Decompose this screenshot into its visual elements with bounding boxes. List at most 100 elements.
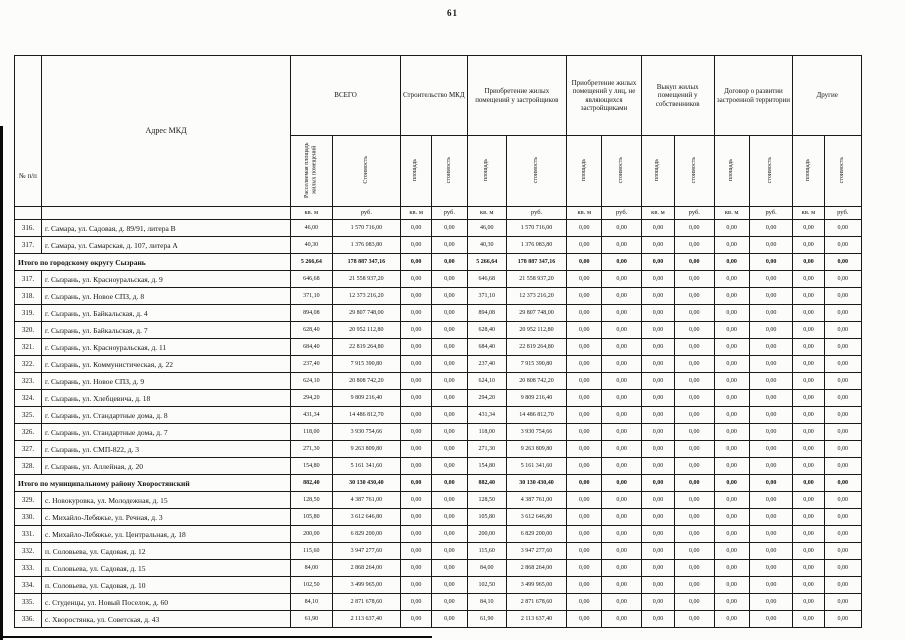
row-value: 0,00 [640,457,676,476]
row-value: 371,10 [466,287,507,306]
rotated-label: площадь [727,158,734,182]
row-value: 237,40 [290,355,333,374]
row-value: 0,00 [674,474,715,493]
row-value: 0,00 [640,372,676,391]
row-value: 0,00 [400,559,433,578]
row-value: 0,00 [713,559,750,578]
row-value: 0,00 [601,270,642,289]
row-value: 0,00 [748,474,794,493]
rotated-label: площадь [654,158,661,182]
row-value: 9 809 216,40 [505,389,568,408]
group-header-construction: Строительство МКД [400,55,468,136]
row-value: 0,00 [674,423,715,442]
row-value: 624,10 [466,372,507,391]
table-row: 317. г. Самара, ул. Самарская, д. 107, ли… [14,236,863,255]
row-value: 0,00 [748,287,794,306]
row-value: 20 952 112,80 [331,321,402,340]
row-value: 22 819 264,80 [505,338,568,357]
row-value: 0,00 [823,440,863,459]
row-number: 325. [14,406,42,425]
row-value: 20 808 742,20 [505,372,568,391]
row-value: 0,00 [792,321,825,340]
rotated-label: площадь [580,158,587,182]
subheader-construction-area: площадь [400,134,433,208]
rotated-label: стоимость [617,156,624,184]
row-value: 0,00 [713,406,750,425]
row-value: 0,00 [823,457,863,476]
row-value: 0,00 [400,389,433,408]
row-number: 318. [14,287,42,306]
row-value: 0,00 [674,372,715,391]
subheader-agreement-area: площадь [713,134,750,208]
row-value: 0,00 [640,593,676,612]
row-value: 0,00 [640,491,676,510]
row-value: 0,00 [640,355,676,374]
row-value: 0,00 [792,219,825,238]
row-value: 0,00 [400,525,433,544]
row-value: 0,00 [792,423,825,442]
row-value: 0,00 [601,406,642,425]
row-value: 0,00 [566,440,603,459]
group-header-total: ВСЕГО [290,55,402,136]
row-number: 336. [14,610,42,629]
row-value: 0,00 [431,253,468,272]
row-value: 0,00 [431,406,468,425]
row-address: г. Сызрань, ул. Хлебцевича, д. 18 [40,389,292,408]
row-value: 0,00 [823,389,863,408]
table-row: 330. с. Михайло-Лебяжье, ул. Речная, д. 3… [14,508,863,527]
subheader-other-area: площадь [792,134,825,208]
table-row: 321. г. Сызрань, ул. Красноуральская, д. … [14,338,863,357]
row-value: 1 570 716,00 [331,219,402,238]
row-value: 0,00 [792,593,825,612]
row-value: 0,00 [713,474,750,493]
row-value: 0,00 [792,440,825,459]
row-value: 0,00 [566,508,603,527]
row-value: 0,00 [601,440,642,459]
unit-label-area: кв. м [792,206,825,221]
row-value: 271,30 [466,440,507,459]
row-value: 0,00 [674,440,715,459]
row-value: 0,00 [674,406,715,425]
row-value: 684,40 [290,338,333,357]
row-address: г. Сызрань, ул. Байкальская, д. 7 [40,321,292,340]
row-value: 128,50 [290,491,333,510]
row-value: 46,00 [290,219,333,238]
row-value: 0,00 [601,355,642,374]
row-value: 0,00 [713,525,750,544]
row-value: 154,80 [466,457,507,476]
row-number: 327. [14,440,42,459]
subheader-agreement-cost: стоимость [748,134,794,208]
row-value: 0,00 [792,304,825,323]
row-number: 319. [14,304,42,323]
row-value: 0,00 [431,508,468,527]
row-value: 0,00 [792,474,825,493]
row-address: г. Сызрань, ул. Новое СПЗ, д. 9 [40,372,292,391]
row-value: 0,00 [823,423,863,442]
row-value: 0,00 [431,372,468,391]
row-value: 105,80 [466,508,507,527]
col-header-address: Адрес МКД [40,54,292,208]
row-value: 12 373 216,20 [331,287,402,306]
row-value: 0,00 [566,423,603,442]
row-value: 0,00 [566,525,603,544]
row-value: 0,00 [823,372,863,391]
row-value: 0,00 [566,219,603,238]
table-row: 320. г. Сызрань, ул. Байкальская, д. 7 628… [14,321,863,340]
row-value: 14 486 812,70 [331,406,402,425]
row-value: 0,00 [431,593,468,612]
unit-label-cost: руб. [674,206,715,221]
unit-label-cost: руб. [431,206,468,221]
row-number: 320. [14,321,42,340]
row-value: 646,68 [290,270,333,289]
row-value: 0,00 [601,253,642,272]
table-row: 319. г. Сызрань, ул. Байкальская, д. 4 894… [14,304,863,323]
row-value: 0,00 [400,474,433,493]
row-value: 0,00 [792,576,825,595]
row-value: 0,00 [640,236,676,255]
row-value: 0,00 [674,593,715,612]
row-value: 0,00 [601,338,642,357]
row-value: 2 868 264,00 [505,559,568,578]
row-value: 0,00 [566,610,603,629]
row-address: п. Соловьева, ул. Садовая, д. 10 [40,576,292,595]
row-value: 0,00 [566,321,603,340]
